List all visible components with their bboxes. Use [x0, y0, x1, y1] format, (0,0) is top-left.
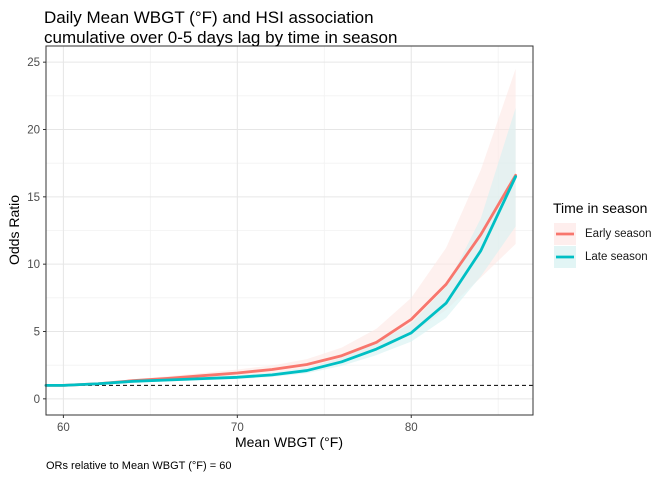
plot-border: [45, 45, 534, 416]
legend-label-early-season: Early season: [585, 228, 652, 240]
legend-title: Time in season: [553, 200, 648, 216]
chart-title-line-1: Daily Mean WBGT (°F) and HSI association: [44, 8, 374, 27]
chart-caption: ORs relative to Mean WBGT (°F) = 60: [46, 460, 232, 472]
x-tick-label: 80: [405, 422, 418, 434]
y-axis-label: Odds Ratio: [6, 195, 22, 265]
y-tick-label: 0: [34, 394, 40, 406]
y-tick-label: 5: [34, 327, 40, 339]
legend-label-late-season: Late season: [585, 251, 648, 263]
y-axis: 0 5 10 15 20 25: [27, 57, 46, 406]
grid-lines: [46, 46, 533, 415]
series-line-late-season: [44, 175, 518, 387]
x-axis: 60 70 80: [57, 415, 418, 434]
y-tick-label: 25: [27, 57, 40, 69]
y-tick-label: 10: [27, 259, 40, 271]
legend-keys: [554, 223, 576, 268]
y-tick-label: 20: [27, 124, 40, 136]
chart-title-line-2: cumulative over 0-5 days lag by time in …: [44, 28, 398, 47]
series-lines: [44, 173, 518, 387]
y-tick-label: 15: [27, 192, 40, 204]
x-axis-label: Mean WBGT (°F): [235, 434, 343, 450]
x-tick-label: 60: [57, 422, 70, 434]
x-tick-label: 70: [231, 422, 244, 434]
